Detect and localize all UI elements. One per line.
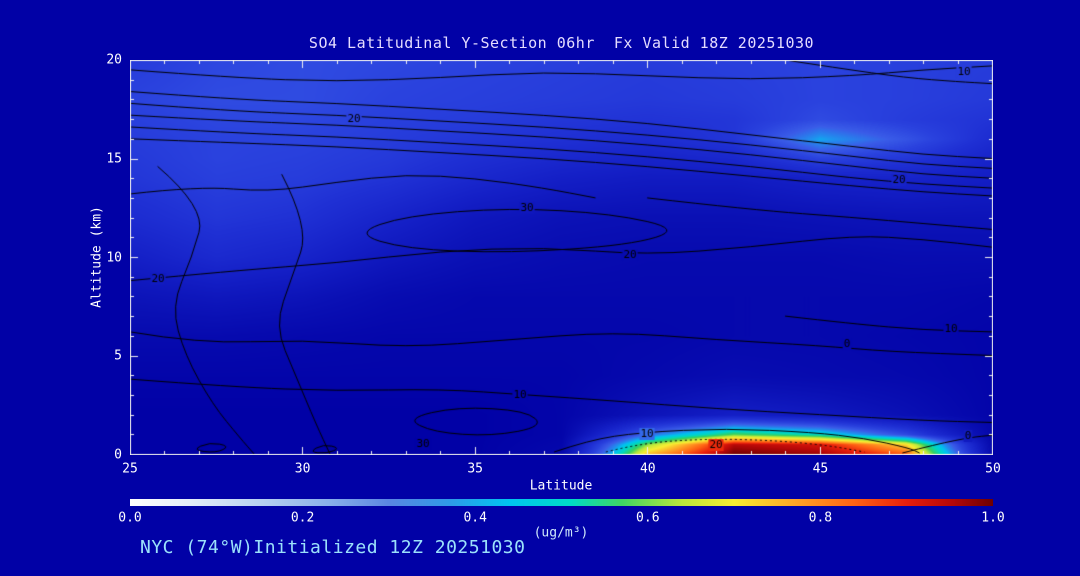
colorbar-tick-label: 0.6 bbox=[636, 510, 660, 526]
x-tick-label: 40 bbox=[639, 461, 656, 477]
footer-annotation: NYC (74°W)Initialized 12Z 20251030 bbox=[140, 537, 526, 558]
x-tick-label: 30 bbox=[294, 461, 311, 477]
colorbar-tick-label: 0.0 bbox=[118, 510, 142, 526]
chart-title: SO4 Latitudinal Y-Section 06hr Fx Valid … bbox=[308, 34, 815, 52]
y-tick-label: 10 bbox=[106, 250, 122, 265]
x-tick-label: 35 bbox=[467, 461, 484, 477]
colorbar-unit-label: (ug/m³) bbox=[533, 525, 589, 541]
x-tick-label: 50 bbox=[985, 461, 1001, 477]
y-tick-label: 0 bbox=[114, 447, 122, 463]
y-tick-label: 5 bbox=[114, 348, 122, 364]
y-tick-label: 20 bbox=[106, 52, 122, 68]
y-axis-label: Altitude (km) bbox=[89, 206, 105, 308]
x-axis-label: Latitude bbox=[529, 478, 593, 494]
colorbar-tick-label: 1.0 bbox=[981, 510, 1005, 526]
colorbar bbox=[130, 499, 993, 506]
colorbar-tick-label: 0.2 bbox=[290, 510, 315, 526]
y-tick-label: 15 bbox=[106, 151, 122, 167]
plot-canvas bbox=[130, 60, 993, 455]
x-tick-label: 45 bbox=[812, 461, 829, 477]
x-tick-label: 25 bbox=[122, 461, 138, 477]
colorbar-tick-label: 0.8 bbox=[808, 510, 833, 526]
colorbar-tick-label: 0.4 bbox=[463, 510, 487, 526]
